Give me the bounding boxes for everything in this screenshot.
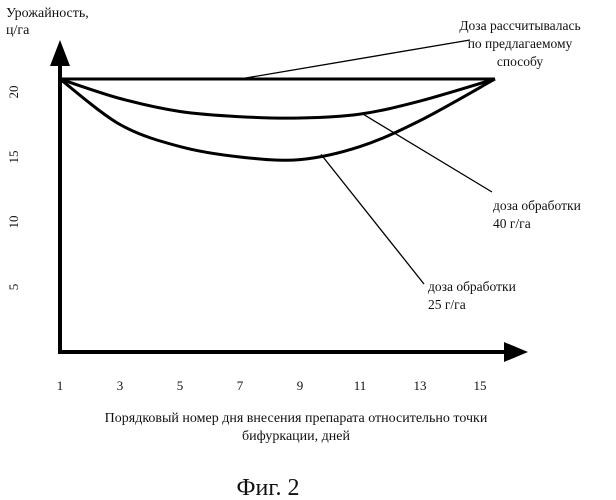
- x-tick-label: 3: [117, 378, 124, 393]
- x-tick-label: 5: [177, 378, 184, 393]
- series-line-3: [60, 79, 495, 160]
- annotation-series-1-line-1: Доза рассчитывалась: [459, 18, 580, 33]
- y-axis-label-line-2: ц/га: [6, 23, 30, 38]
- x-axis-label-line-1: Порядковый номер дня внесения препарата …: [105, 411, 488, 426]
- annotation-series-1-line-2: по предлагаемому: [468, 36, 573, 51]
- leader-line-2: [363, 114, 492, 192]
- annotation-series-3: доза обработки 25 г/га: [428, 279, 516, 312]
- y-axis-arrow: [50, 40, 70, 66]
- x-tick-label: 7: [237, 378, 244, 393]
- annotation-series-1: Доза рассчитывалась по предлагаемому спо…: [459, 18, 580, 69]
- annotation-series-2-line-2: 40 г/га: [493, 216, 531, 231]
- y-ticks: 5 10 15 20: [6, 86, 21, 291]
- axes: [50, 40, 528, 362]
- series-layer: [60, 79, 495, 160]
- x-tick-label: 11: [354, 378, 367, 393]
- leader-line-1: [240, 40, 470, 79]
- x-tick-label: 1: [57, 378, 64, 393]
- annotation-series-2-line-1: доза обработки: [493, 198, 581, 213]
- y-tick-label: 20: [6, 86, 21, 99]
- annotation-series-2: доза обработки 40 г/га: [493, 198, 581, 231]
- y-tick-label: 15: [6, 151, 21, 164]
- y-tick-label: 5: [6, 284, 21, 291]
- x-ticks: 13579111315: [57, 378, 487, 393]
- annotation-series-1-line-3: способу: [497, 54, 543, 69]
- x-tick-label: 9: [297, 378, 304, 393]
- x-axis-arrow: [504, 342, 528, 362]
- x-tick-label: 15: [474, 378, 487, 393]
- y-tick-label: 10: [6, 216, 21, 229]
- annotation-series-3-line-2: 25 г/га: [428, 297, 466, 312]
- x-axis-label-line-2: бифуркации, дней: [242, 429, 350, 444]
- annotation-series-3-line-1: доза обработки: [428, 279, 516, 294]
- figure-caption: Фиг. 2: [237, 475, 300, 500]
- leader-line-3: [321, 154, 424, 284]
- annotation-leaders: [240, 40, 492, 284]
- series-line-2: [60, 79, 495, 118]
- y-axis-label-line-1: Урожайность,: [6, 6, 89, 21]
- x-tick-label: 13: [414, 378, 427, 393]
